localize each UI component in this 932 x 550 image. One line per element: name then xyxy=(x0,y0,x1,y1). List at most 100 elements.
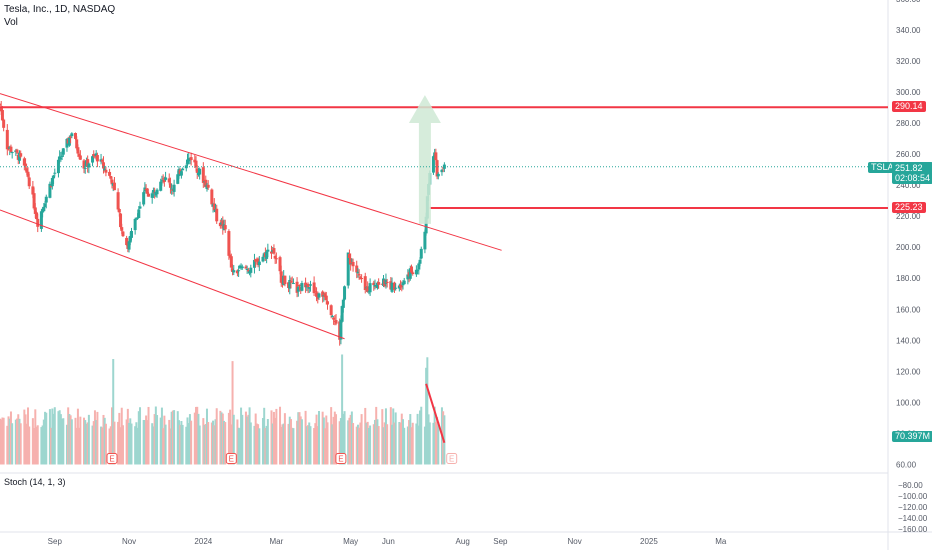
volume-bar xyxy=(126,408,129,465)
candle-body xyxy=(351,261,355,267)
volume-bar xyxy=(373,419,376,465)
price-tick-label: 280.00 xyxy=(896,119,921,128)
price-axis[interactable]: 360.00 340.00 320.00 300.00 280.00 260.00 240.… xyxy=(896,0,921,469)
volume-bar xyxy=(135,422,138,465)
stoch-tick-label: −140.00 xyxy=(898,514,928,523)
volume-bar xyxy=(92,421,95,465)
volume-bar xyxy=(325,415,328,465)
time-tick-label: Ma xyxy=(715,537,727,546)
candle-body xyxy=(109,176,113,179)
candle-body xyxy=(179,171,183,176)
volume-bar xyxy=(401,419,404,465)
volume-bar xyxy=(299,416,302,465)
volume-bar xyxy=(264,427,267,465)
stoch-label: Stoch (14, 1, 3) xyxy=(4,477,66,487)
volume-bar xyxy=(289,419,292,465)
candle-body xyxy=(162,179,166,183)
volume-bar xyxy=(58,410,61,465)
volume-bar xyxy=(415,423,418,465)
volume-bar xyxy=(67,407,70,465)
volume-bar xyxy=(34,409,37,465)
price-tick-label: 120.00 xyxy=(896,367,921,376)
volume-bar xyxy=(180,421,183,465)
volume-bar xyxy=(65,424,68,465)
candle-body xyxy=(0,106,3,112)
candle-body xyxy=(53,172,57,174)
candle-body xyxy=(306,283,310,288)
volume-bar xyxy=(7,416,10,465)
price-tick-label: 360.00 xyxy=(896,0,921,4)
volume-bar xyxy=(137,411,140,465)
candle-body xyxy=(215,208,219,222)
volume-bar xyxy=(70,419,73,465)
price-tick-label: 160.00 xyxy=(896,305,921,314)
last-volume-badge: 70.397M xyxy=(892,431,932,442)
volume-bar xyxy=(41,425,44,465)
volume-bar xyxy=(62,418,65,465)
candle-body xyxy=(375,282,379,289)
volume-bar xyxy=(53,407,56,465)
volume-bar xyxy=(287,423,290,465)
candle-body xyxy=(229,256,233,268)
candle-body xyxy=(17,152,21,161)
volume-bar xyxy=(85,423,88,465)
volume-bar xyxy=(179,424,182,465)
volume-bar xyxy=(271,423,274,465)
volume-bar xyxy=(236,419,239,465)
volume-bar xyxy=(212,420,215,465)
volume-bar xyxy=(410,427,413,465)
candle-body xyxy=(78,155,82,160)
candle-body xyxy=(356,271,360,274)
volume-bar xyxy=(246,416,249,465)
volume-bar xyxy=(147,406,150,465)
candle-body xyxy=(170,188,174,190)
chart-header: Tesla, Inc., 1D, NASDAQ Vol xyxy=(4,3,115,29)
candle-body xyxy=(83,167,87,169)
candle-body xyxy=(363,276,367,290)
volume-bar xyxy=(76,408,79,465)
candle-body xyxy=(273,255,277,259)
volume-bar xyxy=(130,423,133,465)
volume-bar xyxy=(247,414,250,465)
volume-bar xyxy=(169,428,172,465)
volume-bar xyxy=(163,415,166,465)
volume-bar xyxy=(104,423,107,465)
volume-bar xyxy=(111,407,114,465)
volume-bar xyxy=(153,414,156,465)
candle-body xyxy=(44,196,48,203)
volume-bar xyxy=(121,425,124,465)
volume-bar xyxy=(409,414,412,465)
price-tick-label: 340.00 xyxy=(896,26,921,35)
candle-body xyxy=(95,155,99,162)
volume-bar xyxy=(79,416,82,465)
volume-bar xyxy=(193,412,196,465)
volume-bar xyxy=(35,426,38,465)
volume-bar xyxy=(154,406,157,465)
volume-bar xyxy=(68,414,71,465)
candle-body xyxy=(42,206,46,212)
volume-bar xyxy=(400,413,403,465)
volume-bar xyxy=(248,407,251,465)
candle-body xyxy=(440,169,444,173)
candle-body xyxy=(167,178,171,183)
volume-bar xyxy=(75,427,78,465)
volume-bar xyxy=(324,428,327,465)
candle-body xyxy=(150,193,154,198)
candle-body xyxy=(343,286,347,300)
level-badge-225: 225.23 xyxy=(892,202,926,213)
time-axis[interactable]: Sep Nov 2024 Mar May Jun Aug Sep Nov 2025 Ma xyxy=(48,537,727,546)
candle-body xyxy=(176,174,180,184)
candle-body xyxy=(424,216,428,234)
candle-body xyxy=(120,227,124,231)
volume-bar xyxy=(18,418,21,465)
time-tick-label: Nov xyxy=(568,537,582,546)
price-tick-label: 180.00 xyxy=(896,274,921,283)
candle-body xyxy=(110,179,114,185)
volume-bar xyxy=(50,427,53,465)
candle-body xyxy=(326,301,330,305)
candle-body xyxy=(252,259,256,268)
volume-bar xyxy=(2,417,5,465)
candle-body xyxy=(323,293,327,298)
